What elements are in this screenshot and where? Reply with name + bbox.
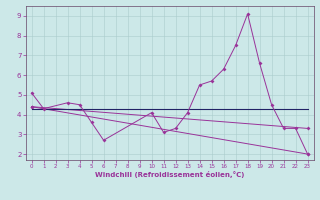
X-axis label: Windchill (Refroidissement éolien,°C): Windchill (Refroidissement éolien,°C)	[95, 171, 244, 178]
